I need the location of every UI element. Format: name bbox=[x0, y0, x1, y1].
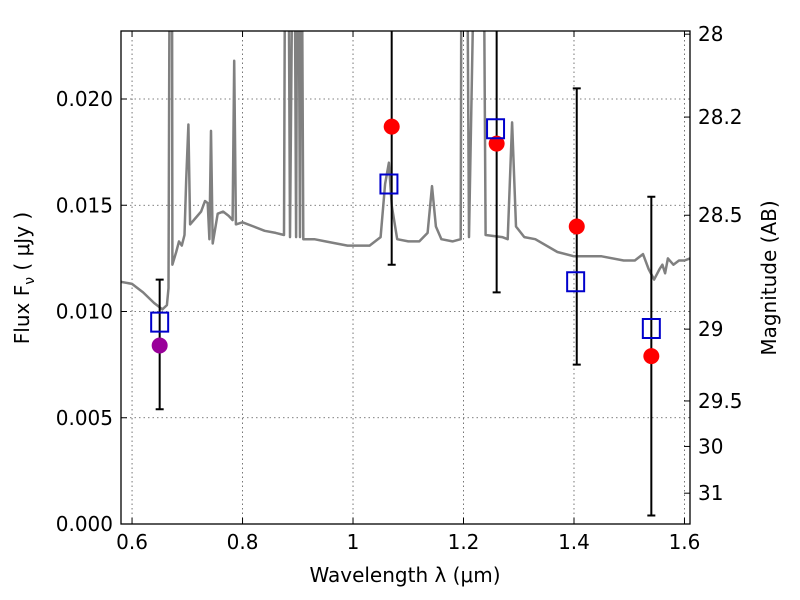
y-tick-label: 0.000 bbox=[56, 512, 113, 536]
y2-tick-label: 28.5 bbox=[698, 203, 743, 227]
y-axis-label: Flux Fν ( μJy ) bbox=[10, 212, 38, 344]
y2-tick-label: 28 bbox=[698, 22, 723, 46]
x-tick-label: 1.4 bbox=[558, 530, 590, 554]
y-tick-label: 0.005 bbox=[56, 406, 113, 430]
spectrum-line bbox=[121, 31, 690, 311]
x-tick-label: 1 bbox=[347, 530, 360, 554]
observed-layer bbox=[151, 118, 660, 365]
y2-tick-label: 29.5 bbox=[698, 389, 743, 413]
y-axis-label-unit: ( μJy ) bbox=[10, 212, 34, 277]
spectrum-layer bbox=[121, 31, 690, 311]
model-point bbox=[486, 118, 506, 140]
y2-tick-label: 31 bbox=[698, 481, 723, 505]
x-tick-label: 1.2 bbox=[448, 530, 480, 554]
y2-tick-label: 30 bbox=[698, 434, 723, 458]
y2-tick-label: 29 bbox=[698, 317, 723, 341]
x-tick-label: 0.8 bbox=[227, 530, 259, 554]
observed-point bbox=[568, 218, 585, 235]
y2-tick-label: 28.2 bbox=[698, 105, 743, 129]
grid bbox=[121, 31, 690, 525]
y-tick-label: 0.010 bbox=[56, 300, 113, 324]
x-tick-label: 0.6 bbox=[116, 530, 148, 554]
y-axis-label-main: Flux F bbox=[10, 285, 34, 344]
model-point bbox=[641, 318, 661, 339]
x-tick-label: 1.6 bbox=[669, 530, 701, 554]
model-point bbox=[379, 173, 399, 195]
observed-point bbox=[488, 135, 505, 152]
observed-point bbox=[643, 348, 660, 365]
x-axis-label: Wavelength λ (μm) bbox=[309, 563, 500, 587]
tick-layer: 0.6 0.8 1 1.2 1.4 1.6 0.000 0.005 0.010 0.015 0.02… bbox=[56, 22, 743, 554]
y-tick-label: 0.020 bbox=[56, 87, 113, 111]
observed-point bbox=[383, 118, 400, 135]
plot-frame bbox=[120, 30, 691, 525]
model-point bbox=[566, 271, 586, 293]
observed-point bbox=[151, 337, 168, 354]
model-layer bbox=[150, 118, 661, 339]
y-axis-label-subscript: ν bbox=[22, 277, 38, 285]
y2-axis-label: Magnitude (AB) bbox=[757, 200, 781, 355]
model-point bbox=[150, 311, 170, 333]
y-tick-label: 0.015 bbox=[56, 193, 113, 217]
